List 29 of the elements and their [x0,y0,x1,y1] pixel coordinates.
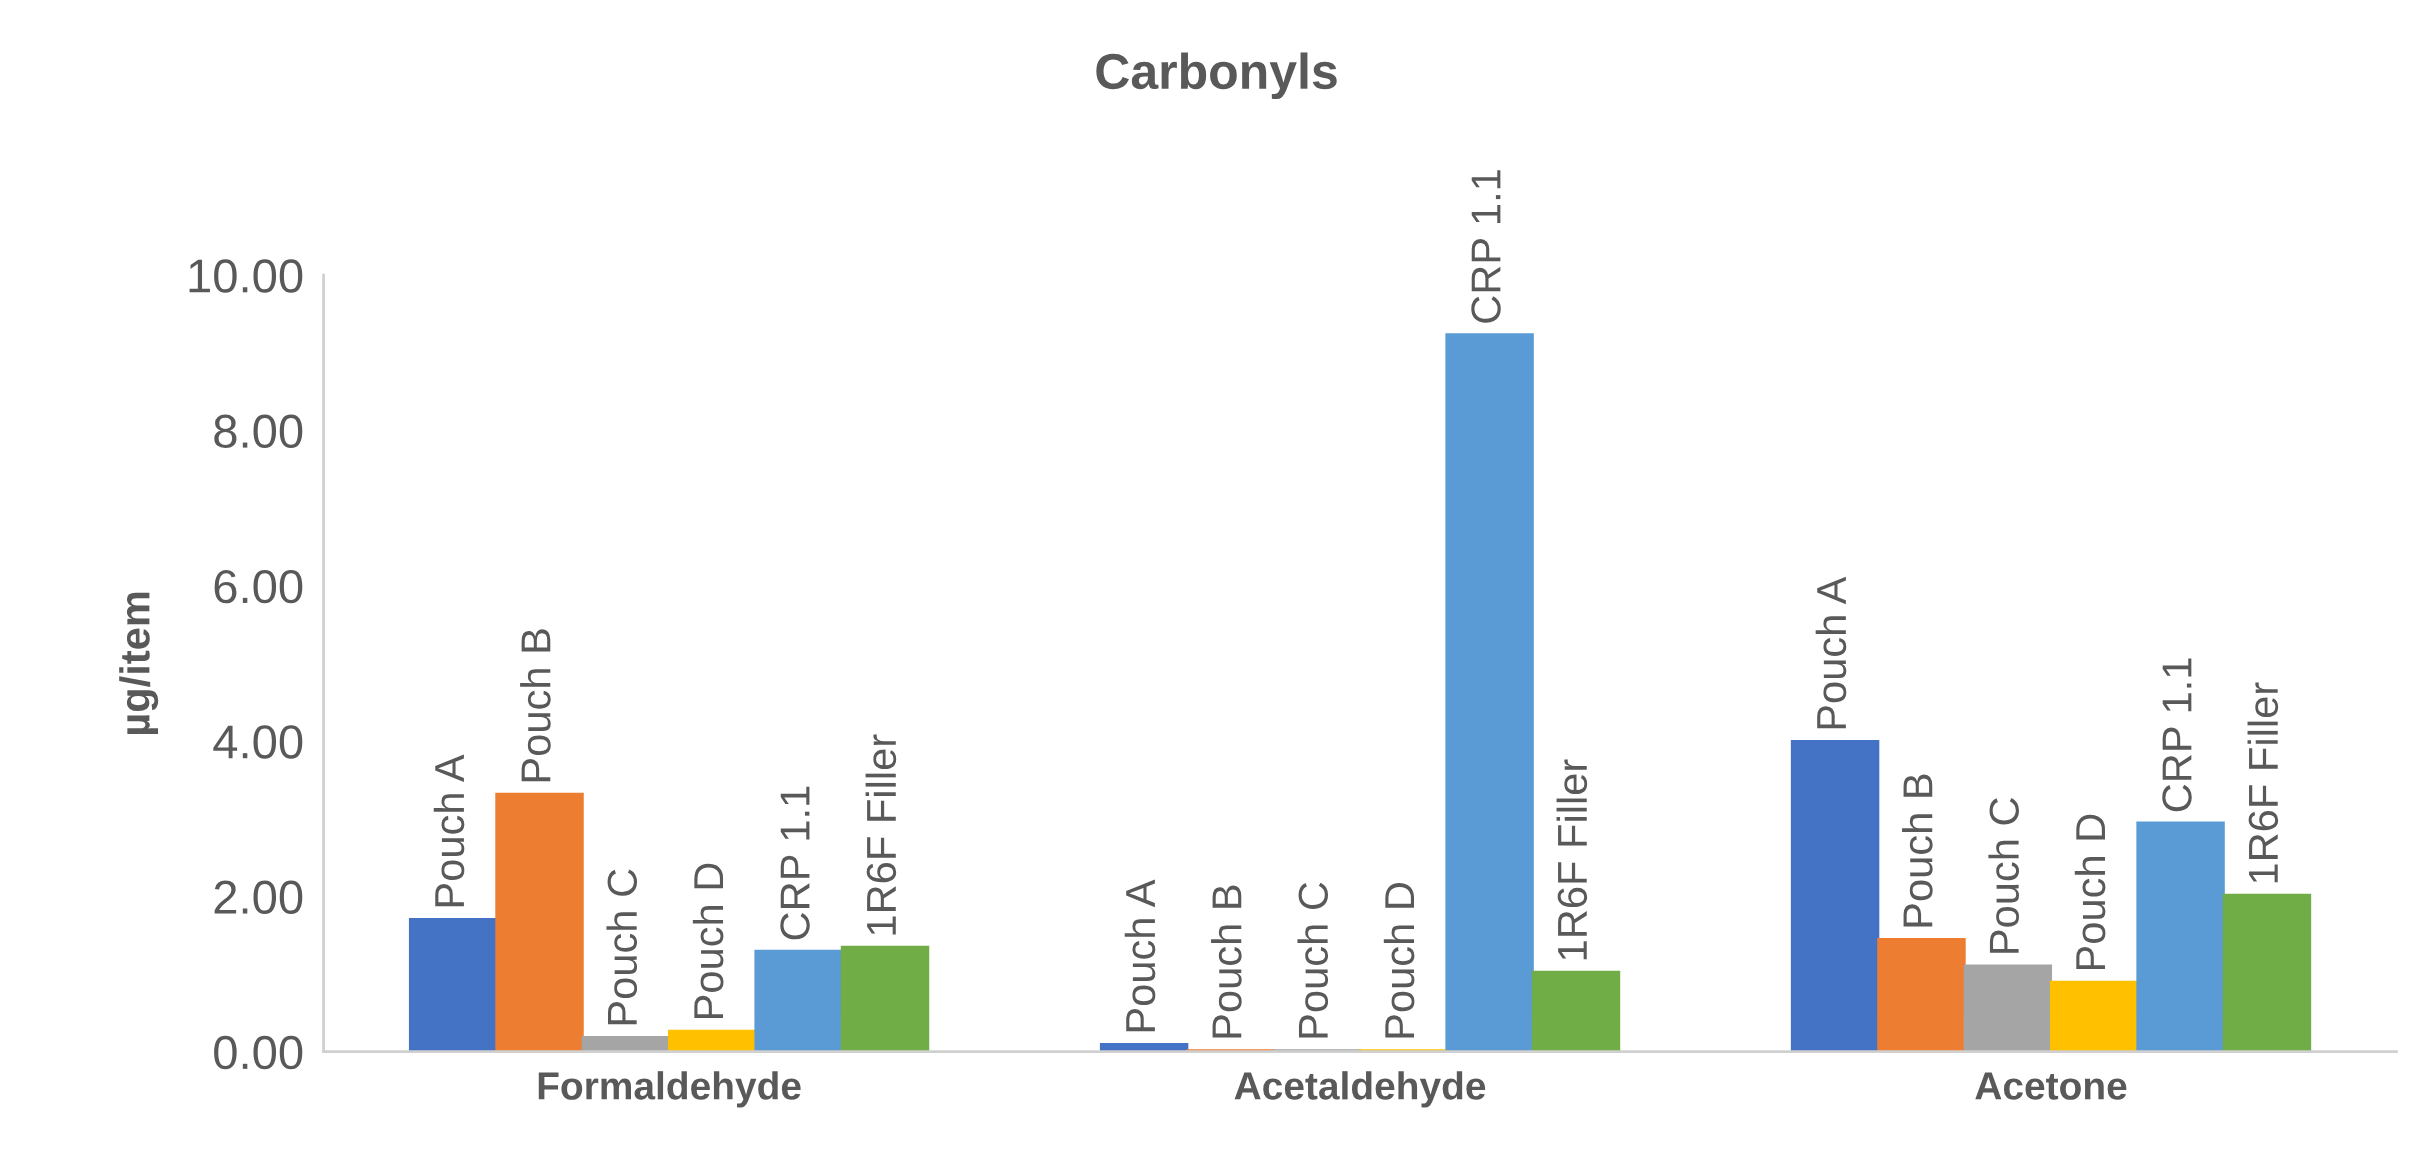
text: Pouch D [1383,883,1415,1038]
text: Pouch A [433,754,465,907]
chart-title: Carbonyls [1096,52,1337,100]
y-tick-label: 6.00 [214,569,303,604]
text: CRP 1.1 [2162,658,2192,812]
text: Pouch A [1815,576,1847,729]
text: Pouch C [606,869,638,1025]
text: Pouch A [1124,879,1156,1032]
text: Pouch B [1211,885,1242,1038]
y-tick-label: 8.00 [214,414,303,449]
y-tick-label: 0.00 [214,1035,303,1070]
y-axis-title: µg/item [119,592,159,735]
text: 1R6F Filler [2247,682,2279,883]
text: Pouch C [1297,882,1329,1038]
x-tick-label: Acetaldehyde [1234,1071,1486,1108]
text: 1R6F Filler [1556,759,1588,960]
y-tick-label: 2.00 [214,880,303,914]
text: Pouch B [1902,774,1933,927]
text: Pouch D [2074,814,2106,970]
text: 1R6F Filler [865,734,897,935]
text: CRP 1.1 [780,786,810,940]
text: Pouch B [520,629,551,782]
x-tick-label: Acetone [1975,1072,2127,1100]
text: Pouch D [692,863,724,1019]
text: Pouch C [1988,797,2020,953]
text: CRP 1.1 [1471,170,1501,323]
y-tick-label: 4.00 [213,725,303,759]
x-tick-label: Formaldehyde [538,1071,801,1108]
y-tick-label: 10.00 [189,259,303,293]
